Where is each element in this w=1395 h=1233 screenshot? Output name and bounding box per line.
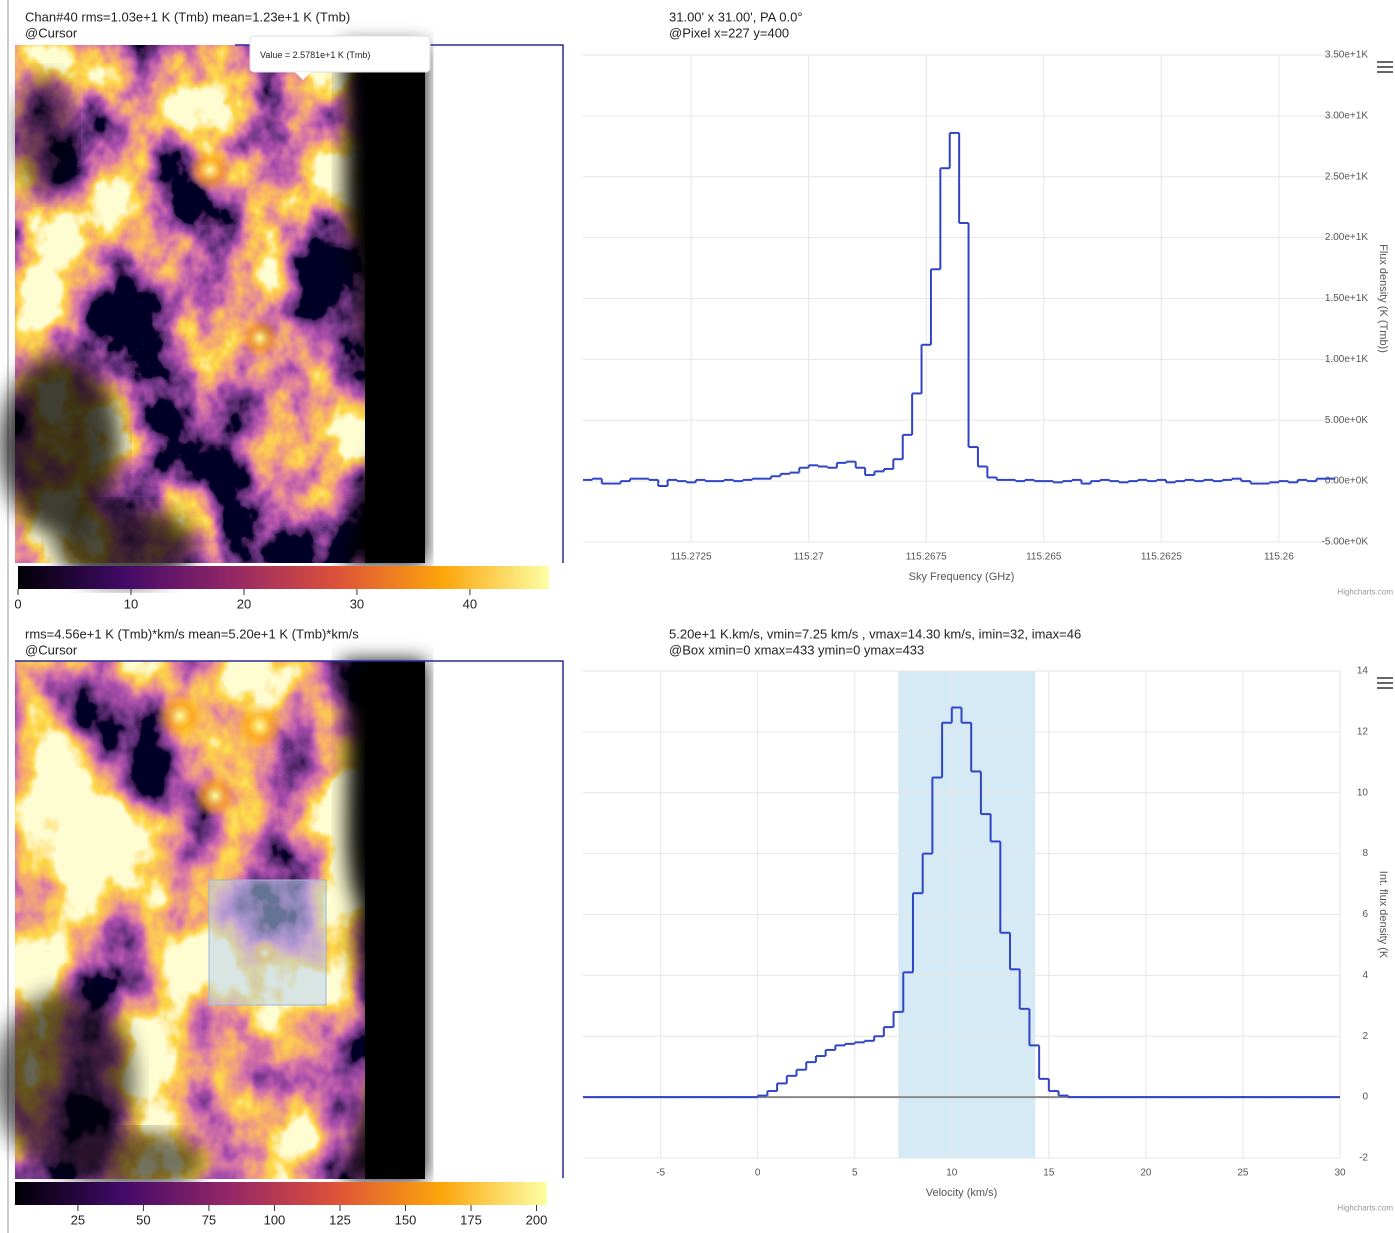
frame <box>15 660 564 1178</box>
y-tick-label: 3.00e+1K <box>1325 110 1368 121</box>
y-tick-label: 14 <box>1357 666 1369 677</box>
x-tick-label: 115.2725 <box>671 552 712 563</box>
x-axis-title: Velocity (km/s) <box>926 1187 998 1199</box>
colorbar-tick-label: 40 <box>463 597 477 612</box>
menu-bar <box>1377 66 1393 68</box>
image-subcaption: @Cursor <box>25 643 78 658</box>
hot-spot <box>240 318 280 358</box>
dark-region <box>0 355 120 535</box>
y-tick-label: 2.00e+1K <box>1325 232 1368 243</box>
dark-region <box>0 991 135 1171</box>
channel-map <box>0 45 425 585</box>
tooltip: Value = 2.5781e+1 K (Tmb) <box>249 35 431 80</box>
chart: 5.20e+1 K.km/s, vmin=7.25 km/s , vmax=14… <box>583 627 1393 1213</box>
colorbar <box>18 566 549 589</box>
chart: 31.00' x 31.00', PA 0.0°@Pixel x=227 y=4… <box>583 10 1393 597</box>
x-tick-label: 25 <box>1237 1168 1249 1179</box>
hot-spot <box>156 692 204 740</box>
colorbar-tick-label: 20 <box>237 597 251 612</box>
menu-bar <box>1377 61 1393 63</box>
image-subcaption: @Cursor <box>25 26 78 41</box>
colorbar-tick-label: 0 <box>14 597 21 612</box>
colorbar <box>15 1182 547 1205</box>
chart-title: 31.00' x 31.00', PA 0.0° <box>669 10 803 25</box>
y-tick-label: 2.50e+1K <box>1325 171 1368 182</box>
menu-bar <box>1377 687 1393 689</box>
dark-region <box>365 45 425 563</box>
y-axis-title: Int. flux density (K <box>1377 871 1389 959</box>
image-caption: Chan#40 rms=1.03e+1 K (Tmb) mean=1.23e+1… <box>25 10 350 25</box>
colorbar-tick-label: 200 <box>526 1213 548 1228</box>
menu-bar <box>1377 682 1393 684</box>
credits: Highcharts.com <box>1337 1204 1393 1213</box>
x-tick-label: 115.2675 <box>906 552 947 563</box>
x-tick-label: 0 <box>755 1168 761 1179</box>
x-tick-label: 115.27 <box>794 552 824 563</box>
y-tick-label: 1.50e+1K <box>1325 293 1368 304</box>
y-tick-label: 5.00e+0K <box>1325 415 1368 426</box>
y-tick-label: 12 <box>1357 726 1369 737</box>
colorbar-tick-label: 50 <box>136 1213 150 1228</box>
x-tick-label: 30 <box>1334 1168 1346 1179</box>
colorbar-tick-label: 150 <box>395 1213 417 1228</box>
y-tick-label: 3.50e+1K <box>1325 50 1368 61</box>
y-tick-label: 10 <box>1357 787 1369 798</box>
colorbar-tick-label: 100 <box>264 1213 286 1228</box>
chart-subtitle: @Box xmin=0 xmax=433 ymin=0 ymax=433 <box>669 643 924 658</box>
y-tick-label: -5.00e+0K <box>1322 537 1369 548</box>
menu-bar <box>1377 71 1393 73</box>
x-tick-label: 10 <box>946 1168 958 1179</box>
step-riser <box>591 132 1318 486</box>
y-tick-label: 0.00e+0K <box>1325 476 1368 487</box>
hot-spot <box>236 702 284 750</box>
x-tick-label: 115.2625 <box>1141 552 1182 563</box>
dark-region <box>365 661 425 1179</box>
dark-region <box>65 1131 205 1191</box>
tooltip-arrow <box>295 72 311 80</box>
y-tick-label: 6 <box>1362 909 1368 920</box>
x-tick-label: -5 <box>656 1168 665 1179</box>
hot-spot <box>188 148 232 192</box>
colorbar-tick-label: 25 <box>71 1213 85 1228</box>
y-tick-label: 2 <box>1362 1031 1368 1042</box>
y-tick-label: 8 <box>1362 848 1368 859</box>
y-tick-label: 4 <box>1362 970 1368 981</box>
chart-subtitle: @Pixel x=227 y=400 <box>669 26 789 41</box>
hot-spot <box>193 774 237 818</box>
menu-button[interactable] <box>1377 677 1393 689</box>
tooltip-box <box>249 35 431 73</box>
colorbar-tick-label: 30 <box>350 597 364 612</box>
x-tick-label: 115.26 <box>1264 552 1294 563</box>
x-tick-label: 5 <box>852 1168 858 1179</box>
y-tick-label: 0 <box>1362 1092 1368 1103</box>
menu-button[interactable] <box>1377 61 1393 73</box>
x-axis-title: Sky Frequency (GHz) <box>909 571 1015 583</box>
menu-bar <box>1377 677 1393 679</box>
x-tick-label: 115.265 <box>1026 552 1062 563</box>
dark-region <box>55 505 195 585</box>
selection-box[interactable] <box>208 879 327 1006</box>
credits: Highcharts.com <box>1337 588 1393 597</box>
moment-map <box>0 661 425 1191</box>
y-tick-label: 1.00e+1K <box>1325 354 1368 365</box>
tooltip-text: Value = 2.5781e+1 K (Tmb) <box>260 50 370 60</box>
x-tick-label: 15 <box>1043 1168 1055 1179</box>
colorbar-tick-label: 75 <box>202 1213 216 1228</box>
image-caption: rms=4.56e+1 K (Tmb)*km/s mean=5.20e+1 K … <box>25 627 359 642</box>
colorbar-tick-label: 10 <box>124 597 138 612</box>
x-tick-label: 20 <box>1140 1168 1152 1179</box>
colorbar-tick-label: 125 <box>329 1213 351 1228</box>
dark-region <box>15 75 75 195</box>
y-axis-title: Flux density (K (Tmb)) <box>1377 244 1389 353</box>
chart-title: 5.20e+1 K.km/s, vmin=7.25 km/s , vmax=14… <box>669 627 1081 642</box>
y-tick-label: -2 <box>1359 1153 1368 1164</box>
colorbar-tick-label: 175 <box>460 1213 482 1228</box>
